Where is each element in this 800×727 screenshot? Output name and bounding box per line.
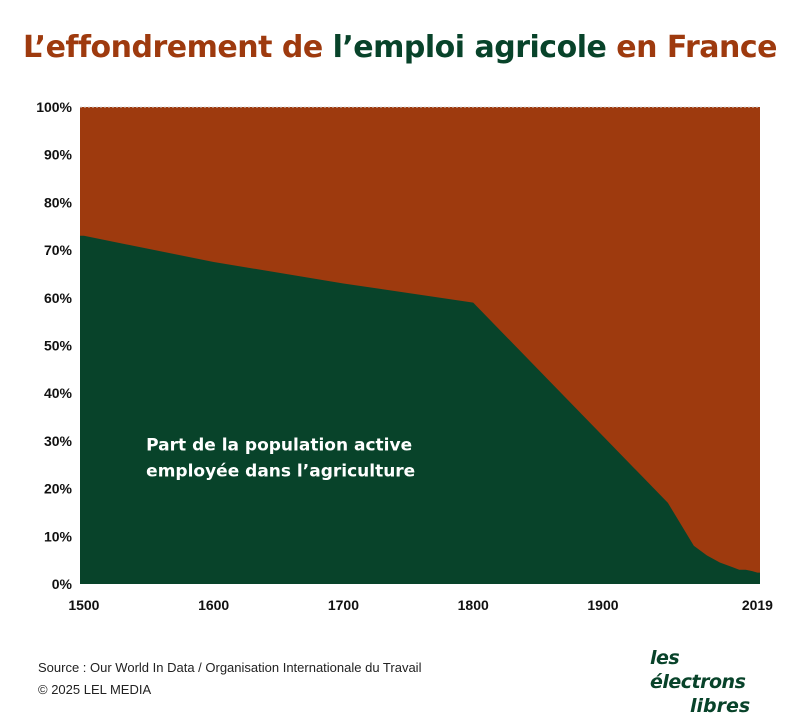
y-tick-label: 80% — [44, 194, 73, 210]
annotation-line-1: Part de la population active — [146, 435, 412, 455]
x-tick-label: 1800 — [458, 597, 489, 613]
y-tick-label: 50% — [44, 338, 73, 354]
y-tick-label: 90% — [44, 147, 73, 163]
y-tick-label: 40% — [44, 385, 73, 401]
x-tick-label: 1700 — [328, 597, 359, 613]
annotation-line-2: employée dans l’agriculture — [146, 461, 415, 481]
y-tick-label: 30% — [44, 433, 73, 449]
y-tick-label: 20% — [44, 481, 73, 497]
y-tick-label: 0% — [52, 576, 73, 592]
y-tick-label: 60% — [44, 290, 73, 306]
title-part-3: en France — [606, 30, 778, 65]
x-tick-label: 2019 — [742, 597, 773, 613]
agriculture-area — [80, 235, 760, 585]
source-note: Source : Our World In Data / Organisatio… — [38, 660, 422, 675]
y-axis: 0% 10% 20% 30% 40% 50% 60% 70% 80% 90% 100% — [36, 99, 72, 592]
y-tick-label: 10% — [44, 528, 73, 544]
logo-line-1: les électrons — [650, 647, 746, 693]
title-part-1: L’effondrement de — [22, 30, 333, 65]
logo-line-2: libres — [690, 695, 751, 717]
y-tick-label: 70% — [44, 242, 73, 258]
x-tick-label: 1500 — [68, 597, 99, 613]
chart-title: L’effondrement de l’emploi agricole en F… — [0, 30, 800, 65]
x-tick-label: 1900 — [587, 597, 618, 613]
x-axis: 1500 1600 1700 1800 1900 2019 — [68, 597, 773, 613]
brand-logo: les électrons libres — [650, 646, 770, 718]
title-part-2: l’emploi agricole — [332, 30, 607, 65]
copyright: © 2025 LEL MEDIA — [38, 682, 152, 697]
y-tick-label: 100% — [36, 99, 72, 115]
x-tick-label: 1600 — [198, 597, 229, 613]
